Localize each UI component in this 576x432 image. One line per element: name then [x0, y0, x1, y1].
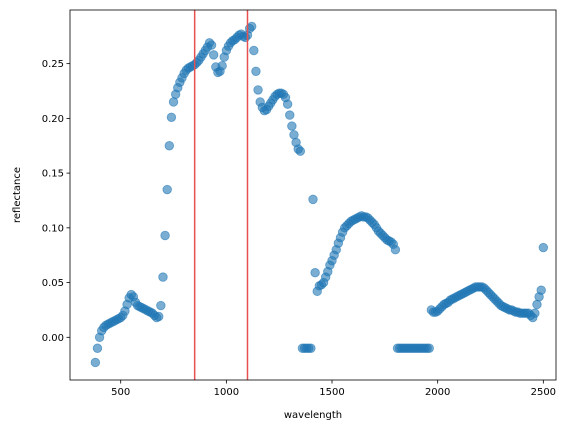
point — [247, 21, 257, 32]
point — [162, 184, 172, 195]
point — [306, 343, 316, 353]
point — [424, 343, 434, 353]
point — [289, 130, 299, 140]
point — [282, 99, 293, 109]
y-tick-label: 0.05 — [42, 278, 64, 289]
point — [158, 272, 168, 282]
point — [536, 285, 546, 295]
y-tick-label: 0.20 — [42, 114, 64, 125]
point — [251, 66, 261, 77]
point — [166, 112, 177, 122]
x-axis-label: wavelength — [284, 410, 342, 421]
point — [390, 245, 401, 255]
plot-frame — [69, 9, 557, 381]
y-tick-label: 0.25 — [42, 59, 64, 70]
x-tick-label: 1000 — [214, 387, 239, 398]
point — [160, 230, 170, 241]
point — [287, 121, 297, 131]
y-axis-label: reflectance — [12, 167, 23, 223]
point — [285, 110, 295, 120]
y-tick-label: 0.15 — [42, 169, 64, 180]
point — [156, 300, 166, 311]
point — [168, 97, 179, 107]
point — [206, 40, 217, 50]
point — [308, 194, 318, 205]
x-tick-label: 1500 — [319, 387, 344, 398]
x-tick-label: 2500 — [531, 387, 556, 398]
point — [530, 308, 540, 318]
point — [208, 50, 219, 60]
point — [295, 146, 306, 156]
point — [538, 242, 549, 253]
point — [90, 357, 101, 368]
point — [532, 299, 542, 310]
point — [92, 343, 103, 353]
x-tick-label: 500 — [111, 387, 130, 398]
y-tick-label: 0.00 — [42, 333, 64, 344]
point — [164, 141, 175, 151]
point — [249, 45, 259, 56]
point — [217, 61, 227, 71]
y-tick-label: 0.10 — [42, 223, 64, 234]
point — [253, 85, 263, 95]
point — [154, 311, 164, 322]
point — [310, 268, 320, 278]
x-tick-label: 2000 — [425, 387, 450, 398]
